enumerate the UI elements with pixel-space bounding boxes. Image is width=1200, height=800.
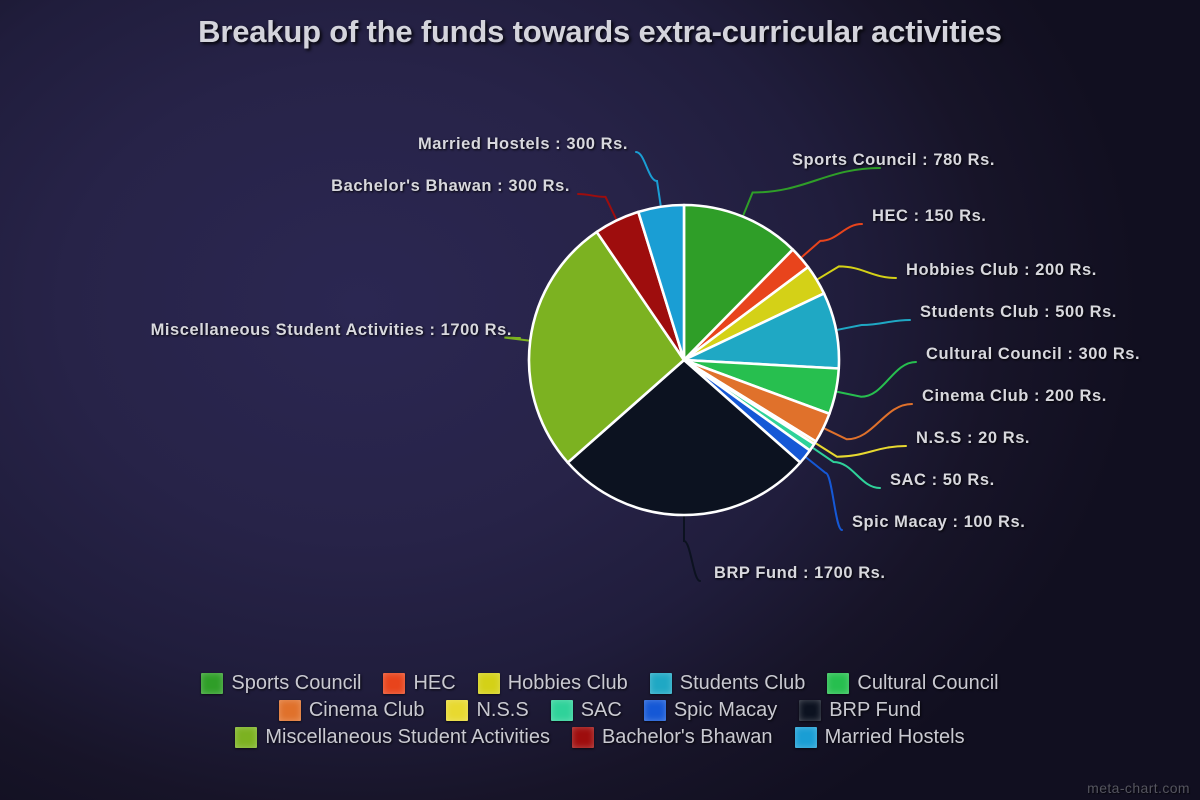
chart-legend: Sports Council HEC Hobbies Club Students Cl… xyxy=(0,672,1200,749)
pie-label-miscellaneous-student-activities: Miscellaneous Student Activities : 1700 … xyxy=(150,321,512,339)
pie-label-spic-macay: Spic Macay : 100 Rs. xyxy=(852,513,1026,531)
legend-label: BRP Fund xyxy=(829,699,922,721)
legend-swatch-icon xyxy=(799,700,822,721)
legend-label: Hobbies Club xyxy=(507,672,628,694)
leader-lines-group xyxy=(504,151,917,582)
pie-label-bachelor-s-bhawan: Bachelor's Bhawan : 300 Rs. xyxy=(331,177,570,195)
legend-swatch-icon xyxy=(446,700,469,721)
pie-svg xyxy=(504,151,917,582)
legend-label: HEC xyxy=(413,672,456,694)
leader-line xyxy=(837,319,911,331)
legend-swatch-icon xyxy=(643,700,666,721)
legend-row: Cinema Club N.S.S SAC Spic Macay BRP Fund xyxy=(268,699,932,722)
pie-label-n-s-s: N.S.S : 20 Rs. xyxy=(916,429,1031,447)
pie-slice[interactable] xyxy=(566,358,802,517)
pie-label-cinema-club: Cinema Club : 200 Rs. xyxy=(922,387,1107,405)
legend-item-brp-fund[interactable]: BRP Fund xyxy=(799,699,921,722)
legend-label: Sports Council xyxy=(231,672,362,694)
leader-line xyxy=(824,403,913,441)
pie-slice[interactable] xyxy=(637,203,686,362)
legend-item-hobbies-club[interactable]: Hobbies Club xyxy=(477,672,628,695)
legend-swatch-icon xyxy=(278,700,301,721)
legend-label: SAC xyxy=(580,699,622,721)
legend-item-cultural-council[interactable]: Cultural Council xyxy=(827,672,999,695)
legend-label: Cultural Council xyxy=(857,672,999,694)
chart-title: Breakup of the funds towards extra-curri… xyxy=(198,14,1002,49)
leader-line xyxy=(805,456,843,531)
legend-swatch-icon xyxy=(649,673,672,694)
pie-label-sports-council: Sports Council : 780 Rs. xyxy=(792,151,995,169)
legend-swatch-icon xyxy=(383,673,406,694)
leader-line xyxy=(742,167,881,216)
legend-label: Students Club xyxy=(679,672,806,694)
legend-swatch-icon xyxy=(235,727,258,748)
legend-item-bachelor-s-bhawan[interactable]: Bachelor's Bhawan xyxy=(571,726,773,749)
legend-label: Married Hostels xyxy=(824,726,965,748)
leader-line xyxy=(836,361,917,398)
legend-label: Spic Macay xyxy=(673,699,778,721)
legend-item-hec[interactable]: HEC xyxy=(383,672,456,695)
leader-line xyxy=(577,193,617,220)
legend-swatch-icon xyxy=(827,673,850,694)
legend-item-n-s-s[interactable]: N.S.S xyxy=(446,699,529,722)
legend-label: Miscellaneous Student Activities xyxy=(265,726,550,748)
legend-swatch-icon xyxy=(571,727,594,748)
legend-item-married-hostels[interactable]: Married Hostels xyxy=(794,726,965,749)
legend-swatch-icon xyxy=(477,673,500,694)
leader-line xyxy=(504,336,530,342)
legend-item-sac[interactable]: SAC xyxy=(550,699,622,722)
watermark: meta-chart.com xyxy=(1087,780,1190,796)
pie-slices-group xyxy=(527,203,841,517)
legend-row: Sports Council HEC Hobbies Club Students Cl… xyxy=(190,672,1009,695)
pie-slice[interactable] xyxy=(682,203,795,362)
legend-label: Bachelor's Bhawan xyxy=(601,726,773,748)
legend-item-students-club[interactable]: Students Club xyxy=(649,672,806,695)
legend-row: Miscellaneous Student Activities Bachelor… xyxy=(224,726,975,749)
pie-label-hec: HEC : 150 Rs. xyxy=(872,207,987,225)
legend-item-sports-council[interactable]: Sports Council xyxy=(201,672,361,695)
leader-line xyxy=(812,447,881,489)
legend-swatch-icon xyxy=(794,727,817,748)
legend-label: N.S.S xyxy=(476,699,529,721)
pie-label-sac: SAC : 50 Rs. xyxy=(890,471,995,489)
pie-label-married-hostels: Married Hostels : 300 Rs. xyxy=(418,135,628,153)
legend-item-miscellaneous-student-activities[interactable]: Miscellaneous Student Activities xyxy=(235,726,550,749)
legend-item-spic-macay[interactable]: Spic Macay xyxy=(643,699,778,722)
leader-line xyxy=(815,442,907,458)
pie-label-students-club: Students Club : 500 Rs. xyxy=(920,303,1117,321)
pie-chart-area: Sports Council : 780 Rs. HEC : 150 Rs. Hob… xyxy=(150,135,1141,582)
pie-slice[interactable] xyxy=(527,230,686,464)
pie-label-cultural-council: Cultural Council : 300 Rs. xyxy=(926,345,1141,363)
legend-swatch-icon xyxy=(201,673,224,694)
legend-swatch-icon xyxy=(550,700,573,721)
leader-line xyxy=(801,223,863,258)
pie-label-brp-fund: BRP Fund : 1700 Rs. xyxy=(714,564,886,582)
pie-label-hobbies-club: Hobbies Club : 200 Rs. xyxy=(906,261,1097,279)
leader-line xyxy=(683,516,701,582)
legend-label: Cinema Club xyxy=(308,699,425,721)
legend-item-cinema-club[interactable]: Cinema Club xyxy=(278,699,425,722)
leader-line xyxy=(635,151,662,206)
leader-line xyxy=(817,265,897,280)
